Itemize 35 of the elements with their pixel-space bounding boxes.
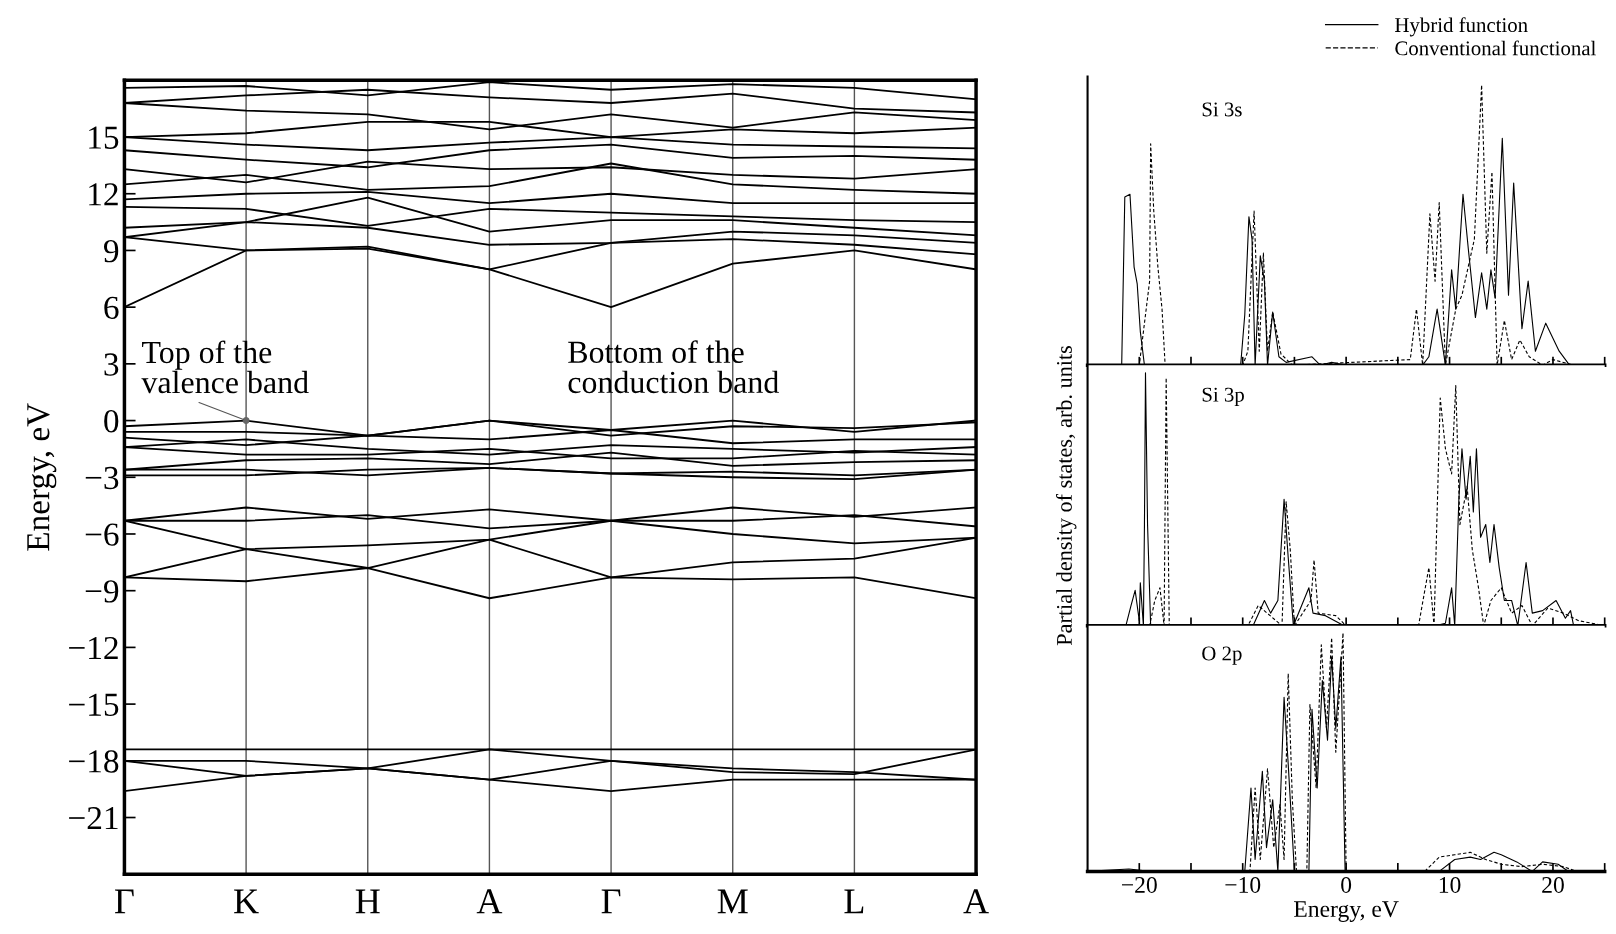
x-tick-label: Γ (115, 889, 134, 914)
text: O 2p (1202, 646, 1242, 665)
y-tick-label: −12 (69, 636, 118, 659)
x-tick-label: A (476, 889, 503, 914)
x-tick-label: Γ (601, 889, 621, 914)
x-tick-label: 20 (1542, 876, 1564, 893)
text: Si 3p (1202, 387, 1244, 406)
y-axis-title: Energy, eV (27, 403, 57, 551)
x-tick-label: M (717, 889, 748, 914)
y-tick-label: 3 (104, 353, 119, 376)
y-axis-title: Partial density of states, arb. units (1056, 346, 1077, 646)
y-tick-label: 9 (103, 239, 119, 263)
y-tick-label: −9 (85, 580, 119, 603)
text: Si 3s (1202, 102, 1242, 117)
y-tick-label: −6 (85, 523, 119, 546)
y-tick-label: −21 (69, 807, 118, 830)
x-tick-label: L (844, 889, 864, 914)
x-tick-label: −20 (1121, 876, 1157, 893)
x-tick-label: 0 (1341, 876, 1352, 893)
x-axis-title: Energy, eV (1294, 901, 1399, 922)
y-tick-label: 15 (89, 126, 119, 149)
y-tick-label: 0 (104, 409, 119, 433)
x-tick-label: K (234, 889, 259, 914)
x-tick-label: A (963, 889, 989, 914)
y-tick-label: −18 (69, 750, 119, 773)
legend-label: Conventional functional (1395, 40, 1596, 56)
x-tick-label: H (355, 889, 380, 914)
x-tick-label: 10 (1439, 876, 1461, 893)
legend-label: Hybrid function (1395, 17, 1528, 37)
y-tick-label: 6 (104, 296, 119, 320)
y-tick-label: −3 (85, 466, 119, 490)
y-tick-label: 12 (89, 183, 118, 206)
annotation: Top of the valence band (141, 340, 309, 394)
x-tick-label: −10 (1225, 876, 1261, 893)
y-tick-label: −15 (69, 693, 119, 716)
